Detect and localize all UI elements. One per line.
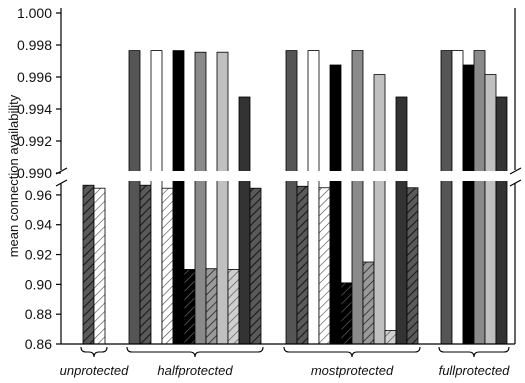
bar-halfprotected-8 [205, 268, 218, 345]
y-tick-label: 0.88 [25, 306, 52, 322]
bar-mostprotected-12 [406, 187, 419, 345]
bar-halfprotected-7 [194, 51, 207, 345]
group-label-halfprotected: halfprotected [157, 363, 233, 378]
group-brace [80, 346, 108, 358]
bar-mostprotected-8 [362, 261, 375, 345]
group-brace [283, 346, 421, 358]
bar-halfprotected-3 [150, 50, 163, 345]
group-labels: unprotected halfprotected mostprotected ful… [60, 346, 511, 378]
bars-layer [82, 50, 508, 345]
bar-halfprotected-6 [183, 269, 196, 345]
group-brace [438, 346, 510, 358]
bar-mostprotected-3 [307, 50, 320, 345]
y-tick-label: 0.998 [17, 37, 52, 53]
bar-mostprotected-10 [384, 330, 397, 345]
y-tick-label: 1.000 [17, 5, 52, 21]
bar-fullprotected-6 [495, 96, 508, 345]
bar-fullprotected-5 [484, 74, 497, 345]
y-tick-label: 0.94 [25, 217, 52, 233]
bar-halfprotected-12 [249, 187, 262, 345]
bar-fullprotected-2 [451, 50, 464, 345]
bar-halfprotected-9 [216, 51, 229, 345]
bar-mostprotected-5 [329, 64, 342, 345]
y-axis-label: mean connection availability [6, 94, 21, 257]
group-label-mostprotected: mostprotected [311, 363, 394, 378]
bar-halfprotected-2 [139, 184, 152, 345]
y-ticks: 0.990 0.992 0.994 0.996 0.998 1.000 0.86 0.88 0.… [17, 5, 61, 352]
bar-mostprotected-7 [351, 50, 364, 345]
plot-frame [60, 8, 516, 345]
bar-mostprotected-1 [285, 50, 298, 345]
y-tick-label: 0.990 [17, 165, 52, 181]
y-tick-label: 0.86 [25, 336, 52, 352]
bar-halfprotected-11 [238, 96, 251, 345]
y-tick-label: 0.992 [17, 133, 52, 149]
bar-mostprotected-9 [373, 74, 386, 345]
bar-mostprotected-4 [318, 187, 331, 345]
y-tick-label: 0.994 [17, 101, 52, 117]
bar-fullprotected-3 [462, 64, 475, 345]
y-tick-label: 0.996 [17, 69, 52, 85]
y-tick-label: 0.92 [25, 247, 52, 263]
group-brace [126, 346, 264, 358]
group-label-fullprotected: fullprotected [439, 363, 511, 378]
bar-halfprotected-4 [161, 187, 174, 345]
axis-break-gap [40, 171, 525, 181]
y-tick-label: 0.90 [25, 276, 52, 292]
y-tick-label: 0.96 [25, 187, 52, 203]
group-label-unprotected: unprotected [60, 363, 129, 378]
bar-halfprotected-5 [172, 50, 185, 345]
bar-mostprotected-11 [395, 96, 408, 345]
bar-mostprotected-6 [340, 282, 353, 345]
bar-unprotected-1 [82, 184, 95, 345]
bar-unprotected-2 [93, 187, 106, 345]
bar-fullprotected-4 [473, 50, 486, 345]
bar-mostprotected-2 [296, 185, 309, 345]
bar-halfprotected-1 [128, 50, 141, 345]
bar-fullprotected-1 [440, 50, 453, 345]
bar-halfprotected-10 [227, 269, 240, 345]
